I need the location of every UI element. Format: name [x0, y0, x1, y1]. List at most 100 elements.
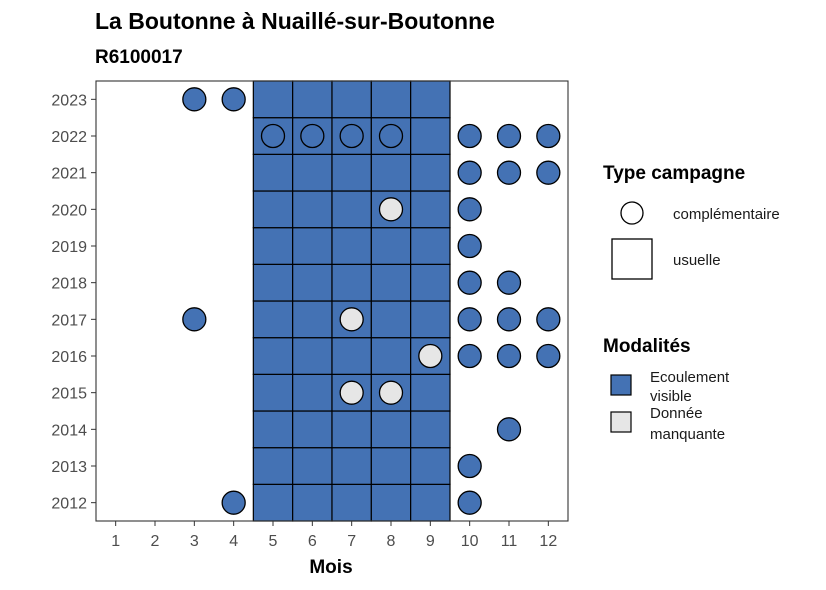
- tile-usuelle: [292, 227, 333, 265]
- legend-label-complementaire: complémentaire: [673, 206, 780, 223]
- tile-usuelle: [410, 227, 451, 265]
- x-tick-label: 2: [151, 533, 160, 550]
- plot-panel: [95, 80, 569, 522]
- tile-usuelle: [331, 337, 372, 375]
- tile-usuelle: [331, 410, 372, 449]
- tile-usuelle: [370, 80, 412, 119]
- tile-usuelle: [410, 153, 451, 192]
- tile-usuelle: [252, 190, 294, 229]
- legend-key-usuelle: [611, 238, 653, 280]
- point-complementaire: [457, 490, 482, 515]
- point-complementaire: [339, 307, 364, 332]
- x-tick-label: 7: [347, 533, 356, 550]
- legend-key-donnee-manquante: [610, 411, 632, 433]
- point-complementaire: [457, 233, 482, 259]
- point-complementaire: [536, 343, 561, 369]
- legend-label-ecoulement-line1: Ecoulement: [650, 369, 730, 386]
- tile-usuelle: [331, 227, 372, 265]
- legend-key-ecoulement-visible: [610, 374, 632, 396]
- y-tick-label: 2018: [51, 276, 87, 293]
- point-complementaire: [496, 343, 522, 369]
- y-tick-label: 2014: [51, 422, 87, 439]
- legend: Type campagne complémentaire usuelle Mod…: [603, 163, 780, 443]
- point-complementaire: [457, 270, 482, 295]
- y-tick-label: 2023: [51, 92, 87, 109]
- point-complementaire: [260, 123, 286, 149]
- legend-key-complementaire: [620, 201, 644, 225]
- panel-border: [95, 80, 569, 522]
- tile-usuelle: [331, 190, 372, 229]
- point-complementaire: [457, 160, 482, 185]
- tile-usuelle: [252, 447, 294, 485]
- tile-usuelle: [252, 410, 294, 449]
- chart-subtitle: R6100017: [95, 47, 183, 68]
- point-complementaire: [496, 270, 522, 295]
- point-complementaire: [457, 307, 482, 332]
- tile-usuelle: [252, 483, 294, 522]
- x-axis-title: Mois: [309, 557, 352, 578]
- tile-usuelle: [410, 263, 451, 302]
- x-tick-label: 12: [539, 533, 557, 550]
- x-tick-label: 4: [229, 533, 238, 550]
- tile-usuelle: [370, 483, 412, 522]
- tile-usuelle: [252, 373, 294, 412]
- tile-usuelle: [252, 227, 294, 265]
- x-tick-label: 10: [461, 533, 479, 550]
- tile-usuelle: [292, 300, 333, 339]
- tile-usuelle: [292, 153, 333, 192]
- y-tick-label: 2020: [51, 202, 87, 219]
- tile-usuelle: [292, 410, 333, 449]
- y-tick-label: 2019: [51, 239, 87, 256]
- tile-usuelle: [331, 447, 372, 485]
- y-tick-label: 2021: [51, 166, 87, 183]
- tile-usuelle: [331, 80, 372, 119]
- x-tick-label: 8: [387, 533, 396, 550]
- tile-usuelle: [410, 117, 451, 155]
- point-complementaire: [339, 123, 364, 149]
- legend-title-modalites: Modalités: [603, 336, 691, 357]
- tile-usuelle: [252, 153, 294, 192]
- tile-usuelle: [370, 227, 412, 265]
- x-tick-label: 1: [111, 533, 120, 550]
- tile-usuelle: [252, 80, 294, 119]
- point-complementaire: [536, 160, 561, 185]
- tile-usuelle: [370, 300, 412, 339]
- legend-label-donnee-line1: Donnée: [650, 405, 703, 422]
- tile-usuelle: [292, 190, 333, 229]
- tile-usuelle: [410, 190, 451, 229]
- tile-usuelle: [292, 80, 333, 119]
- tile-usuelle: [292, 263, 333, 302]
- tile-usuelle: [252, 337, 294, 375]
- point-complementaire: [182, 87, 207, 112]
- x-tick-label: 11: [501, 533, 518, 550]
- y-tick-label: 2015: [51, 386, 87, 403]
- legend-label-ecoulement-line2: visible: [650, 388, 692, 405]
- tile-usuelle: [292, 447, 333, 485]
- tile-usuelle: [331, 263, 372, 302]
- point-complementaire: [300, 123, 325, 149]
- y-tick-label: 2016: [51, 349, 87, 366]
- legend-title-type: Type campagne: [603, 163, 745, 184]
- point-complementaire: [457, 453, 482, 479]
- point-complementaire: [182, 307, 207, 332]
- point-complementaire: [457, 123, 482, 149]
- tile-usuelle: [370, 153, 412, 192]
- point-complementaire: [496, 307, 522, 332]
- point-complementaire: [496, 160, 522, 185]
- point-complementaire: [457, 343, 482, 369]
- legend-label-usuelle: usuelle: [673, 252, 721, 269]
- tile-usuelle: [410, 483, 451, 522]
- x-tick-label: 9: [426, 533, 435, 550]
- tile-usuelle: [370, 410, 412, 449]
- tile-usuelle: [370, 263, 412, 302]
- point-complementaire: [221, 490, 246, 515]
- y-tick-label: 2022: [51, 129, 87, 146]
- tile-usuelle: [331, 483, 372, 522]
- y-tick-label: 2017: [51, 312, 87, 329]
- point-complementaire: [378, 197, 404, 222]
- y-axis: 2012 2013 2014 2015 2016 2017 2018 2019 2020 2021…: [51, 92, 96, 513]
- point-complementaire: [378, 380, 404, 405]
- chart-title: La Boutonne à Nuaillé-sur-Boutonne: [95, 8, 495, 34]
- legend-label-donnee-line2: manquante: [650, 426, 725, 443]
- point-complementaire: [418, 343, 443, 369]
